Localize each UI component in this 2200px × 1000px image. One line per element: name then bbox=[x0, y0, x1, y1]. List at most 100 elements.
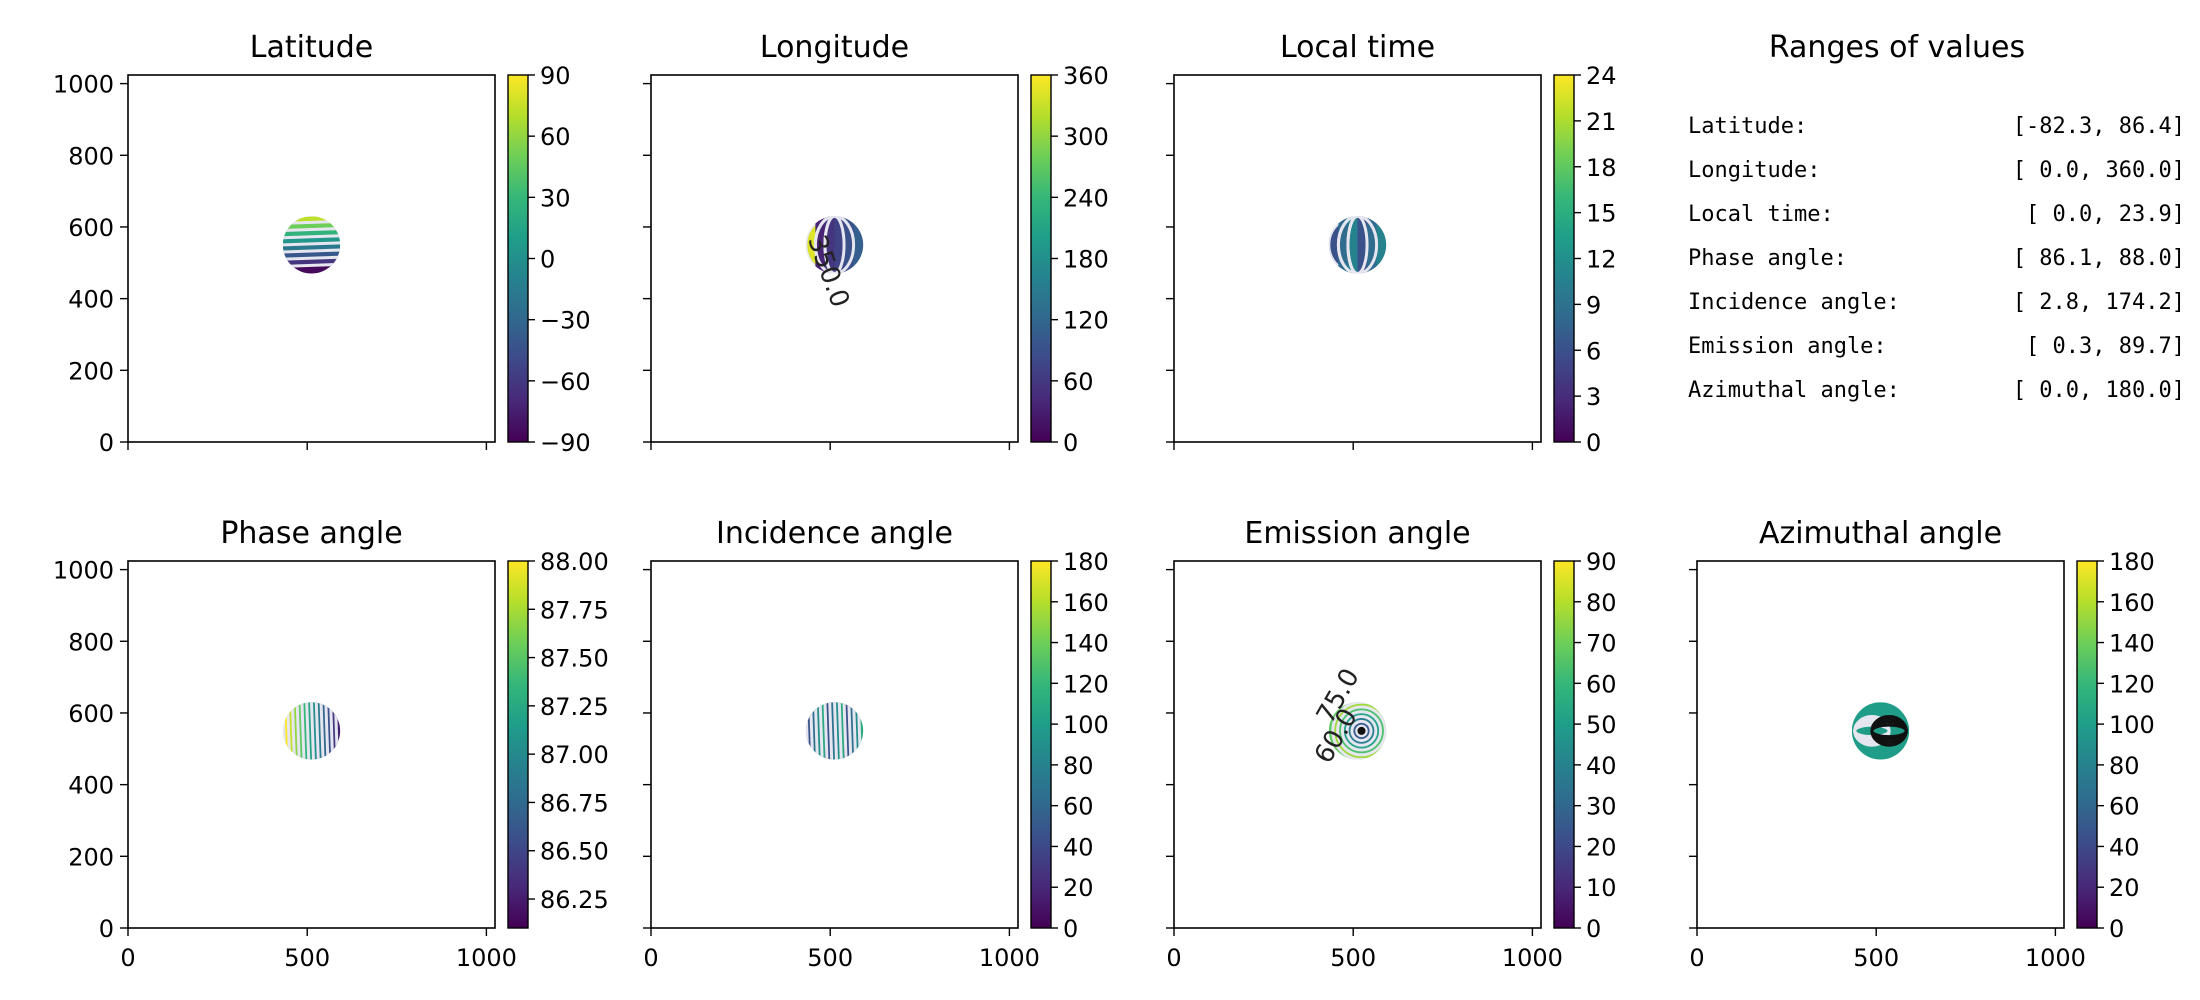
y-tick-label: 200 bbox=[68, 357, 114, 385]
colorbar-tick-label: 140 bbox=[1063, 630, 1109, 658]
colorbar-tick-label: 0 bbox=[2109, 915, 2124, 943]
contour-line bbox=[852, 702, 858, 760]
disk-image bbox=[1851, 702, 1910, 760]
colorbar-tick-label: 86.25 bbox=[540, 886, 609, 914]
disk-image bbox=[1328, 702, 1387, 760]
axes-frame bbox=[1173, 74, 1542, 443]
meridian-band bbox=[1376, 216, 1387, 274]
meridian-band bbox=[834, 216, 845, 274]
contour-line bbox=[805, 702, 810, 760]
panel-title: Emission angle bbox=[1244, 516, 1470, 551]
colorbar-tick-label: 90 bbox=[540, 62, 571, 90]
meridian-band bbox=[853, 216, 864, 274]
range-label: Local time: bbox=[1688, 202, 1834, 227]
colorbar-tick-label: 60 bbox=[1063, 368, 1094, 396]
colorbar-tick-label: −30 bbox=[540, 307, 591, 335]
colorbar-tick-label: 6 bbox=[1586, 337, 1601, 365]
meridian-band bbox=[844, 216, 855, 274]
stripe bbox=[844, 702, 850, 760]
colorbar-tick-label: 180 bbox=[2109, 548, 2155, 576]
x-tick-label: 500 bbox=[1853, 944, 1899, 972]
contour-line bbox=[1336, 216, 1379, 274]
colorbar-tick-label: 300 bbox=[1063, 123, 1109, 151]
stripe bbox=[287, 702, 293, 760]
colorbar-tick-label: 0 bbox=[1586, 429, 1601, 457]
range-label: Latitude: bbox=[1688, 114, 1807, 139]
range-value: [ 0.0, 360.0] bbox=[2013, 158, 2185, 183]
panel-title: Phase angle bbox=[220, 516, 402, 551]
x-tick-label: 500 bbox=[1330, 944, 1376, 972]
stripe bbox=[834, 702, 840, 760]
stripe bbox=[815, 702, 821, 760]
colorbar-tick-label: 120 bbox=[1063, 670, 1109, 698]
contour-line bbox=[319, 702, 325, 760]
y-tick-label: 800 bbox=[68, 142, 114, 170]
panel-incidence-angle: Incidence angle 0 500 1000 180 160 140 120 100 80… bbox=[643, 516, 1109, 972]
colorbar-tick-label: 80 bbox=[2109, 752, 2140, 780]
colorbar-tick-label: 60 bbox=[2109, 793, 2140, 821]
colorbar bbox=[1030, 560, 1052, 929]
disk-image bbox=[1328, 216, 1387, 274]
colorbar-tick-label: 87.75 bbox=[540, 596, 609, 624]
colorbar bbox=[1553, 560, 1575, 929]
contour-line bbox=[837, 702, 843, 760]
band bbox=[282, 259, 341, 267]
x-tick-label: 1000 bbox=[1502, 944, 1563, 972]
x-tick-label: 500 bbox=[284, 944, 330, 972]
x-tick-label: 0 bbox=[643, 944, 658, 972]
meridian-band bbox=[805, 216, 816, 274]
stripe bbox=[829, 702, 835, 760]
stripe bbox=[282, 702, 289, 760]
colorbar-tick-label: 0 bbox=[540, 246, 555, 274]
colorbar-tick-label: 20 bbox=[1063, 874, 1094, 902]
range-value: [ 86.1, 88.0] bbox=[2013, 246, 2185, 271]
contour-line bbox=[828, 702, 834, 760]
x-tick-label: 0 bbox=[1689, 944, 1704, 972]
range-label: Incidence angle: bbox=[1688, 290, 1900, 315]
disk-image bbox=[282, 702, 341, 760]
contour-line bbox=[809, 702, 815, 760]
axes-frame bbox=[650, 74, 1019, 443]
stripe bbox=[824, 702, 831, 760]
panel-title: Longitude bbox=[760, 30, 909, 65]
panel-latitude: Latitude 0 200 400 600 800 1000 90 60 30 0 −30 −60 −9… bbox=[53, 30, 591, 457]
colorbar bbox=[507, 560, 529, 929]
stripe bbox=[820, 702, 826, 760]
contour-line bbox=[1853, 715, 1891, 747]
y-tick-label: 1000 bbox=[53, 71, 114, 99]
contour-line bbox=[333, 702, 339, 760]
y-tick-label: 0 bbox=[99, 915, 114, 943]
y-tick-label: 600 bbox=[68, 214, 114, 242]
colorbar-tick-label: 87.25 bbox=[540, 693, 609, 721]
contour-line bbox=[842, 702, 848, 760]
range-label: Phase angle: bbox=[1688, 246, 1847, 271]
x-tick-label: 0 bbox=[1166, 944, 1181, 972]
colorbar-tick-label: 20 bbox=[2109, 874, 2140, 902]
contour-line bbox=[282, 248, 341, 254]
meridian-band bbox=[815, 216, 826, 274]
panel-title: Latitude bbox=[250, 30, 373, 65]
range-value: [ 2.8, 174.2] bbox=[2013, 290, 2185, 315]
x-tick-label: 0 bbox=[120, 944, 135, 972]
colorbar-tick-label: 24 bbox=[1586, 62, 1617, 90]
contour-line bbox=[314, 702, 320, 760]
axes-frame bbox=[650, 560, 1019, 929]
colorbar-tick-label: −90 bbox=[540, 429, 591, 457]
contour-line bbox=[823, 216, 846, 274]
x-tick-label: 1000 bbox=[2025, 944, 2086, 972]
meridian-band bbox=[1328, 216, 1339, 274]
contour-line bbox=[1870, 715, 1908, 747]
y-tick-label: 1000 bbox=[53, 557, 114, 585]
panel-title: Local time bbox=[1280, 30, 1435, 65]
colorbar-tick-label: 30 bbox=[540, 184, 571, 212]
colorbar bbox=[507, 74, 529, 443]
colorbar-tick-label: 80 bbox=[1063, 752, 1094, 780]
range-label: Emission angle: bbox=[1688, 334, 1887, 359]
colorbar-tick-label: 87.50 bbox=[540, 645, 609, 673]
stripe bbox=[325, 702, 332, 760]
stripe bbox=[316, 702, 322, 760]
contour-line bbox=[1346, 216, 1369, 274]
x-tick-label: 1000 bbox=[979, 944, 1040, 972]
